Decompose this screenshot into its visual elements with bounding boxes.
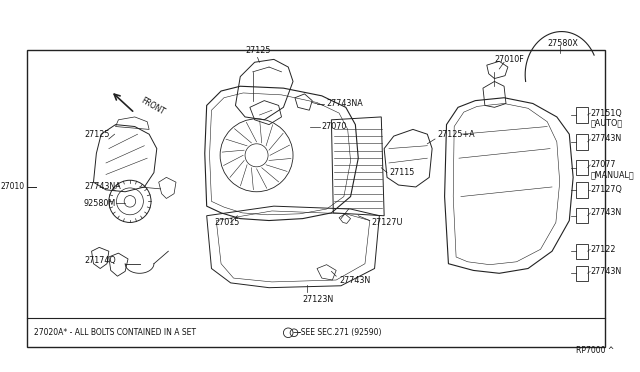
- Text: FRONT: FRONT: [140, 96, 166, 117]
- Text: RP7000 ^: RP7000 ^: [576, 346, 614, 355]
- FancyBboxPatch shape: [28, 50, 605, 347]
- Text: 27127U: 27127U: [372, 218, 403, 227]
- Text: 27122: 27122: [591, 245, 616, 254]
- Text: 27123N: 27123N: [303, 295, 334, 304]
- Text: 27125: 27125: [84, 130, 109, 139]
- Text: 92580M: 92580M: [84, 199, 116, 208]
- Text: 27010: 27010: [0, 182, 24, 192]
- Text: 27743N: 27743N: [591, 135, 621, 144]
- Text: —: —: [293, 328, 301, 337]
- Text: 27743NA: 27743NA: [326, 99, 364, 108]
- Text: 27580X: 27580X: [547, 39, 578, 48]
- Text: 27151Q: 27151Q: [591, 109, 622, 118]
- Text: 27010F: 27010F: [495, 55, 524, 64]
- Text: 27743N: 27743N: [591, 267, 621, 276]
- Text: 〈AUTO〉: 〈AUTO〉: [591, 118, 623, 127]
- Text: 27077: 27077: [591, 160, 616, 169]
- Text: 27020A* - ALL BOLTS CONTAINED IN A SET: 27020A* - ALL BOLTS CONTAINED IN A SET: [34, 328, 196, 337]
- Text: 27125: 27125: [245, 46, 271, 55]
- Text: 27743N: 27743N: [591, 208, 621, 217]
- Text: 27125+A: 27125+A: [437, 130, 474, 139]
- Text: 〈MANUAL〉: 〈MANUAL〉: [591, 170, 634, 179]
- Text: -SEE SEC.271 (92590): -SEE SEC.271 (92590): [298, 328, 381, 337]
- Text: 27127Q: 27127Q: [591, 185, 622, 194]
- Text: 27015: 27015: [214, 218, 240, 227]
- Text: 27743N: 27743N: [339, 276, 371, 285]
- Text: 27070: 27070: [322, 122, 347, 131]
- Text: 27115: 27115: [389, 168, 414, 177]
- Text: 27174Q: 27174Q: [84, 256, 116, 265]
- Text: 27743NA: 27743NA: [84, 182, 121, 192]
